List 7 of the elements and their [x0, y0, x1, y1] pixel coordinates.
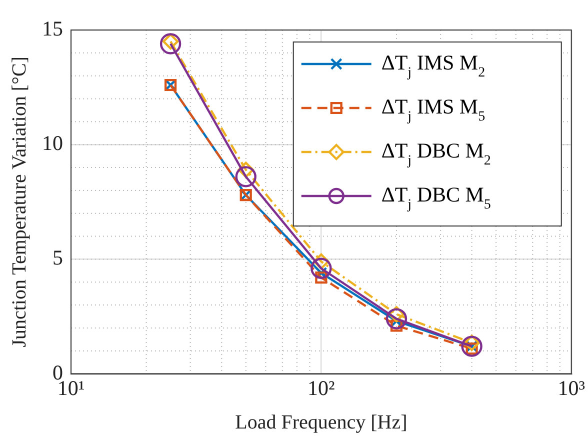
x-tick-label: 10³	[558, 376, 585, 400]
y-tick-label: 15	[42, 16, 63, 41]
x-axis-title: Load Frequency [Hz]	[235, 411, 408, 434]
y-tick-label: 10	[42, 131, 63, 156]
y-axis-title: Junction Temperature Variation [°C]	[8, 56, 30, 348]
y-tick-label: 5	[52, 246, 63, 270]
x-tick-label: 10²	[308, 376, 335, 400]
